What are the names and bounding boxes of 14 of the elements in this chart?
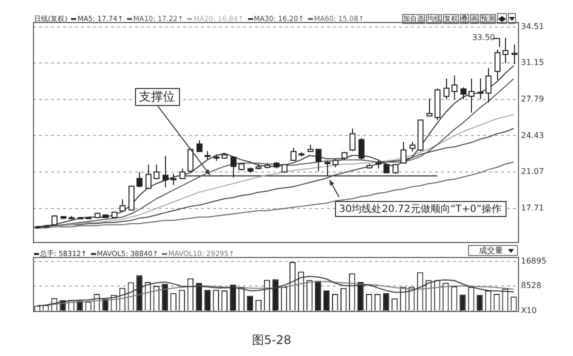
y-tick-label: 17.71 xyxy=(521,203,544,212)
y-tick-label: 16895 xyxy=(521,256,546,266)
y-tick-label: 27.79 xyxy=(521,94,544,104)
y-tick-label: X10 xyxy=(521,306,537,316)
y-tick-label: 8528 xyxy=(521,281,542,290)
annotation: 30均线处20.72元做顺向“T+0”操作 xyxy=(339,203,502,216)
y-tick-label: 24.43 xyxy=(521,130,544,140)
y-tick-label: 21.07 xyxy=(521,167,544,176)
y-tick-label: 34.51 xyxy=(521,22,544,31)
caption: 图5-28 xyxy=(252,332,292,349)
text: 成交量 xyxy=(479,246,503,255)
annotation: 支撑位 xyxy=(139,90,175,104)
annotation: 33.50 xyxy=(472,33,495,42)
y-tick-label: 31.15 xyxy=(521,58,544,68)
